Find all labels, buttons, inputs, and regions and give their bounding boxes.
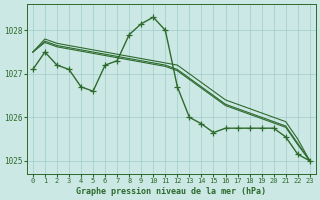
X-axis label: Graphe pression niveau de la mer (hPa): Graphe pression niveau de la mer (hPa)	[76, 187, 266, 196]
